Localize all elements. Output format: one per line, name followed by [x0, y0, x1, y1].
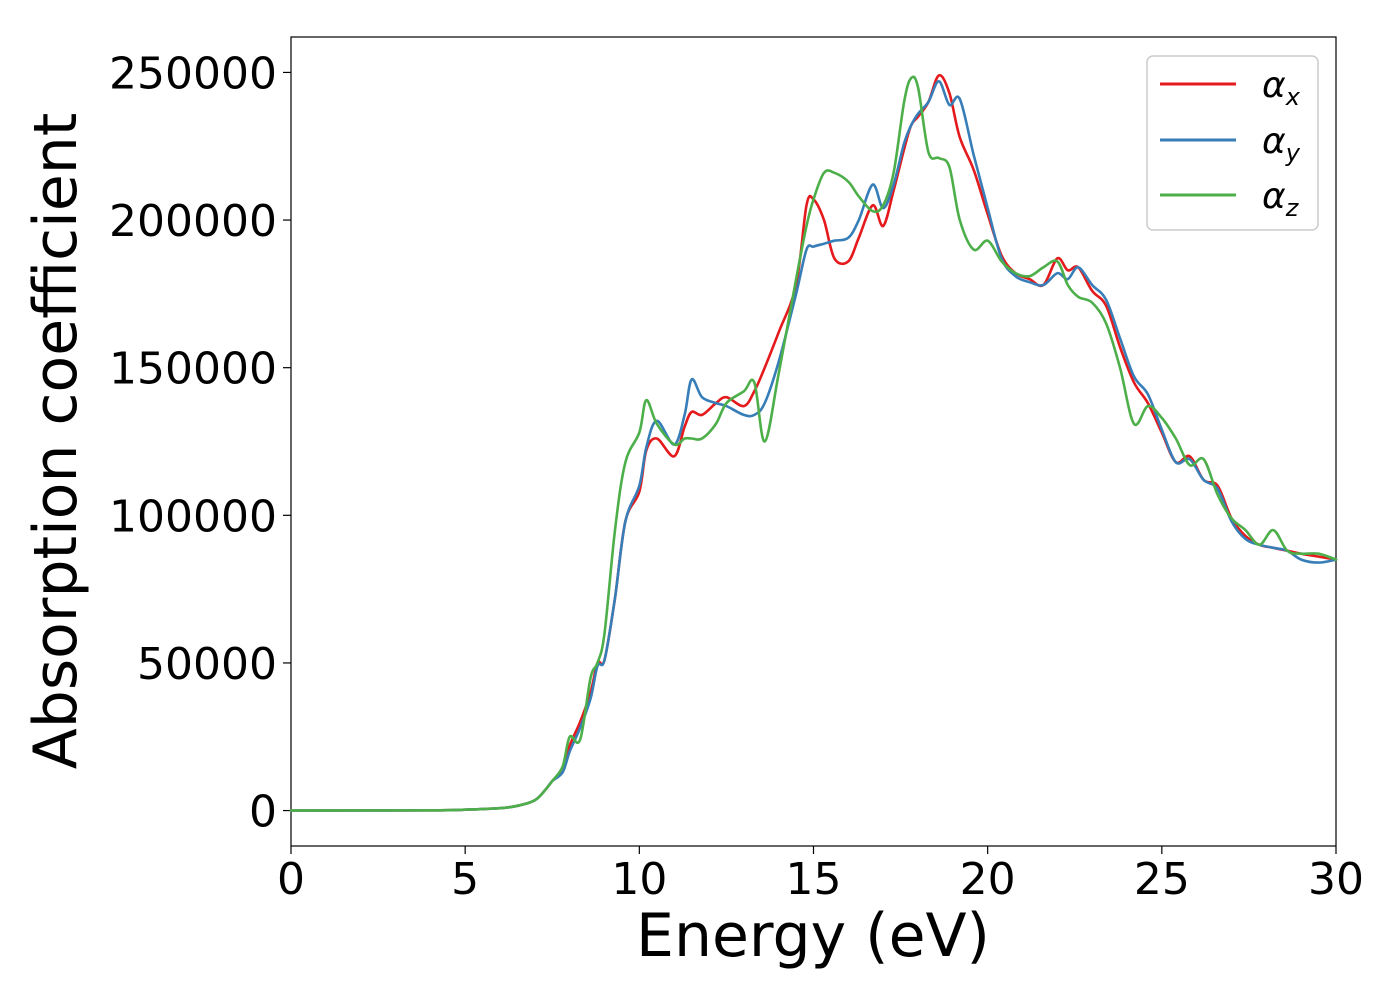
x-tick-label: 20	[960, 854, 1016, 905]
legend-sub: z	[1285, 194, 1300, 222]
legend-sub: x	[1285, 83, 1301, 111]
y-tick-label: 0	[249, 787, 277, 838]
x-tick-label: 25	[1134, 854, 1190, 905]
x-tick-label: 10	[611, 854, 667, 905]
y-tick-label: 200000	[109, 196, 277, 247]
x-tick-label: 5	[451, 854, 479, 905]
legend-alpha: α	[1262, 65, 1286, 106]
y-tick-label: 150000	[109, 344, 277, 395]
y-axis: 0 50000 100000 150000 200000 250000	[109, 48, 291, 838]
y-tick-label: 250000	[109, 48, 277, 99]
x-tick-label: 15	[786, 854, 842, 905]
legend-label-z: αz	[1262, 176, 1300, 222]
legend: αx αy αz	[1146, 55, 1319, 231]
legend-label-y: αy	[1262, 121, 1301, 167]
x-axis: 0 5 10 15 20 25 30	[277, 846, 1364, 905]
x-tick-label: 0	[277, 854, 305, 905]
y-tick-label: 50000	[137, 639, 277, 690]
legend-label-x: αx	[1262, 65, 1301, 111]
legend-alpha: α	[1262, 176, 1286, 217]
series-line-y	[289, 80, 1338, 812]
x-axis-title: Energy (eV)	[636, 901, 990, 971]
legend-box	[1146, 55, 1319, 231]
series-line-z	[289, 75, 1338, 812]
y-axis-title: Absorption coefficient	[21, 113, 91, 770]
x-tick-label: 30	[1308, 854, 1364, 905]
legend-sub: y	[1285, 139, 1301, 167]
series-layer	[289, 74, 1338, 812]
legend-alpha: α	[1262, 121, 1286, 162]
y-tick-label: 100000	[109, 491, 277, 542]
